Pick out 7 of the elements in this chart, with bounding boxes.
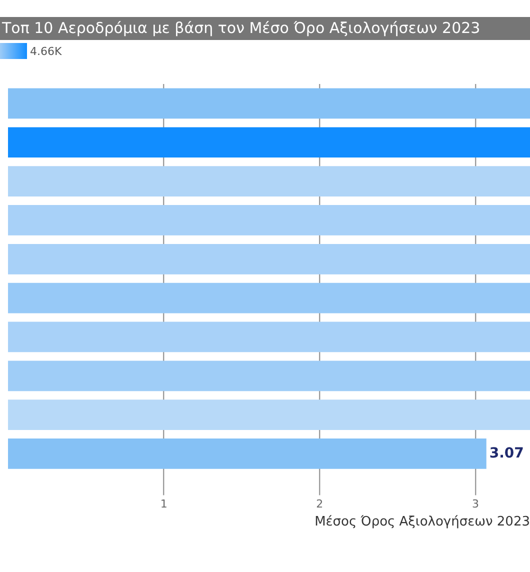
x-tick-label: 1 <box>160 498 168 511</box>
x-tick-label: 3 <box>472 498 479 511</box>
text: 4.66K <box>30 44 62 58</box>
data-label: 3.07 <box>489 445 524 462</box>
x-tick-label: 2 <box>316 498 324 511</box>
x-axis-title: Μέσος Όρος Αξιολογήσεων 2023 <box>314 514 530 530</box>
chart-title: Τοπ 10 Αεροδρόμια με βάση τον Μέσο Όρο Αξιολογήσεων 2023 <box>0 17 530 40</box>
